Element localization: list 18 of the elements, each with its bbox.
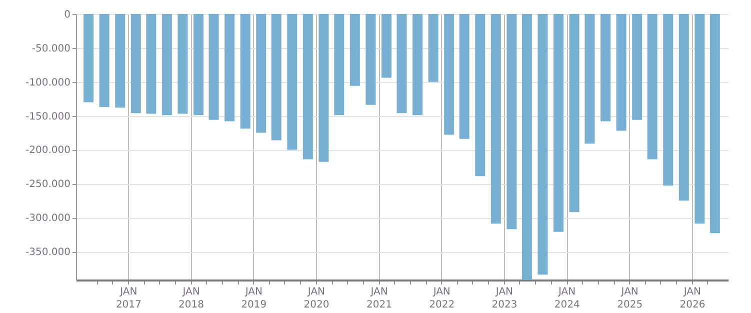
y-tick-label: -350.000: [26, 247, 70, 258]
y-tick-label: 0: [64, 10, 70, 20]
y-tick-label: -250.000: [26, 179, 70, 190]
x-tick-label: JAN 2018: [178, 286, 204, 310]
y-tick-label: -300.000: [26, 213, 70, 224]
x-tick-label: JAN 2020: [304, 286, 330, 310]
x-tick-label: JAN 2022: [429, 286, 455, 310]
y-tick-label: -150.000: [26, 111, 70, 122]
x-tick-label: JAN 2023: [492, 286, 518, 310]
y-tick-label: -200.000: [26, 145, 70, 156]
y-tick-label: -50.000: [32, 43, 70, 54]
x-tick-label: JAN 2025: [617, 286, 643, 310]
x-tick-label: JAN 2017: [116, 286, 142, 310]
x-tick-label: JAN 2026: [680, 286, 706, 310]
x-tick-label: JAN 2024: [554, 286, 580, 310]
x-tick-label: JAN 2019: [241, 286, 267, 310]
y-tick-label: -100.000: [26, 77, 70, 88]
x-tick-label: JAN 2021: [366, 286, 392, 310]
